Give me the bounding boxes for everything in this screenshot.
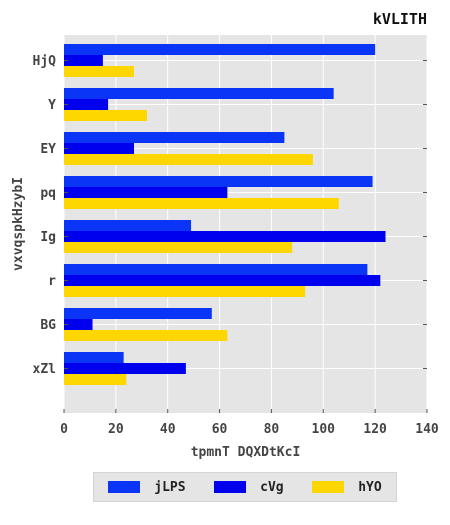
y-tick-label: Y (48, 98, 56, 113)
legend-swatch-hyo (312, 481, 345, 493)
y-tick-label: xZl (33, 362, 56, 377)
legend-item-jlps: jLPS (108, 479, 186, 495)
bar-cvg-pq (64, 187, 228, 198)
bar-hyo-y (64, 110, 147, 121)
bar-cvg-xzl (64, 363, 186, 374)
bar-hyo-ey (64, 154, 313, 165)
bar-jlps-ig (64, 220, 192, 231)
bar-hyo-bg (64, 330, 228, 341)
x-tick-label: 60 (212, 422, 228, 437)
x-tick-label: 80 (264, 422, 280, 437)
bar-hyo-pq (64, 198, 339, 209)
y-tick-label: BG (40, 318, 56, 333)
chart-title: kVLITH (373, 10, 427, 28)
legend-swatch-jlps (108, 481, 141, 493)
y-tick-label: pq (40, 186, 56, 201)
legend-swatch-cvg (214, 481, 247, 493)
legend-item-cvg: cVg (214, 479, 284, 495)
y-axis-label: vxvqspkHzybI (11, 177, 26, 271)
bar-cvg-ig (64, 231, 386, 242)
bar-jlps-pq (64, 176, 373, 187)
legend-label-hyo: hYO (358, 479, 382, 495)
y-tick-label: HjQ (33, 54, 57, 69)
y-tick-label: EY (40, 142, 56, 157)
bar-cvg-y (64, 99, 109, 110)
bar-jlps-r (64, 264, 368, 275)
bar-cvg-ey (64, 143, 135, 154)
bar-cvg-hjq (64, 55, 103, 66)
x-tick-label: 40 (160, 422, 176, 437)
x-axis-label: tpmnT DQXDtKcI (191, 445, 301, 460)
x-tick-label: 20 (108, 422, 124, 437)
legend: jLPS cVg hYO (93, 472, 397, 502)
bar-jlps-y (64, 88, 334, 99)
x-tick-label: 140 (415, 422, 439, 437)
bars-group (64, 44, 386, 385)
legend-item-hyo: hYO (312, 479, 382, 495)
bar-jlps-xzl (64, 352, 124, 363)
x-tick-label: 120 (363, 422, 387, 437)
bar-jlps-ey (64, 132, 285, 143)
bar-hyo-ig (64, 242, 293, 253)
bar-cvg-r (64, 275, 381, 286)
y-axis-ticks: HjQ Y EY pq Ig r BG xZl (33, 54, 427, 377)
x-axis-ticks: 0 20 40 60 80 100 120 140 (60, 409, 439, 437)
legend-label-cvg: cVg (260, 479, 284, 495)
y-tick-label: r (48, 274, 56, 289)
bar-hyo-hjq (64, 66, 135, 77)
bar-jlps-hjq (64, 44, 376, 55)
bar-hyo-xzl (64, 374, 127, 385)
bar-jlps-bg (64, 308, 212, 319)
bar-cvg-bg (64, 319, 93, 330)
x-tick-label: 100 (312, 422, 336, 437)
legend-label-jlps: jLPS (154, 479, 186, 495)
bar-hyo-r (64, 286, 306, 297)
x-tick-label: 0 (60, 422, 68, 437)
y-tick-label: Ig (40, 230, 56, 245)
